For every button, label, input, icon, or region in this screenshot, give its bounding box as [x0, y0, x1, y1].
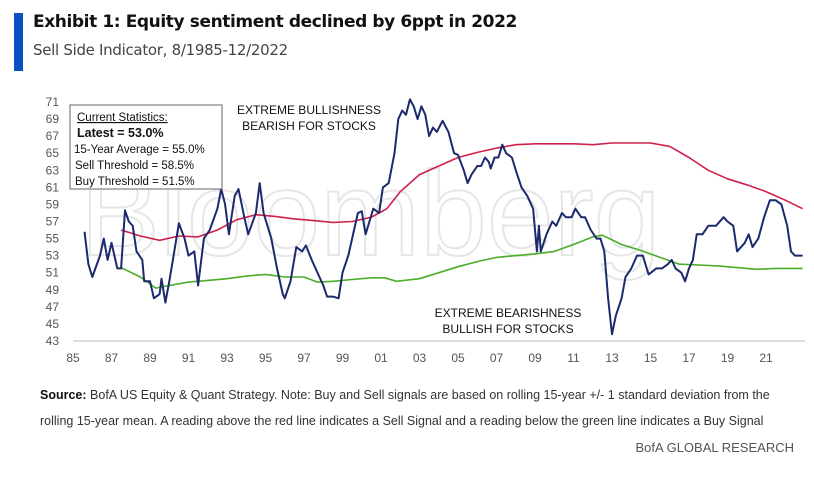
indicator-line	[83, 98, 803, 336]
x-tick-label: 21	[759, 351, 773, 365]
y-tick-label: 71	[46, 95, 60, 109]
y-tick-label: 65	[46, 146, 60, 160]
y-tick-label: 57	[46, 215, 60, 229]
y-tick-label: 49	[46, 283, 60, 297]
x-tick-label: 09	[528, 351, 542, 365]
y-tick-label: 53	[46, 249, 60, 263]
x-tick-label: 03	[413, 351, 427, 365]
x-tick-label: 07	[490, 351, 504, 365]
y-tick-label: 55	[46, 232, 60, 246]
footnote-line-1: Source: BofA US Equity & Quant Strategy.…	[40, 388, 770, 402]
y-tick-label: 69	[46, 112, 60, 126]
stats-average: 15-Year Average = 55.0%	[74, 144, 205, 156]
y-tick-label: 59	[46, 197, 60, 211]
x-tick-label: 97	[297, 351, 311, 365]
y-tick-label: 47	[46, 300, 60, 314]
x-tick-label: 11	[567, 351, 580, 365]
x-tick-label: 95	[259, 351, 273, 365]
x-tick-label: 99	[336, 351, 350, 365]
footnote-line-2: rolling 15-year mean. A reading above th…	[40, 414, 764, 428]
chart-subtitle: Sell Side Indicator, 8/1985-12/2022	[33, 41, 288, 59]
stats-box-border	[69, 104, 223, 190]
y-tick-label: 67	[46, 129, 60, 143]
y-tick-label: 45	[46, 317, 60, 331]
x-tick-label: 17	[682, 351, 696, 365]
y-tick-label: 51	[46, 266, 60, 280]
y-tick-label: 63	[46, 163, 60, 177]
brand-label: BofA GLOBAL RESEARCH	[635, 440, 794, 455]
annotation-bearishness: EXTREME BEARISHNESS	[435, 306, 582, 320]
stats-sell-threshold: Sell Threshold = 58.5%	[75, 160, 194, 172]
x-tick-label: 01	[374, 351, 388, 365]
annotation-bullish-for-stocks: BULLISH FOR STOCKS	[442, 322, 573, 336]
x-tick-label: 05	[451, 351, 465, 365]
x-tick-label: 13	[605, 351, 619, 365]
y-tick-label: 61	[46, 180, 60, 194]
x-tick-label: 89	[143, 351, 157, 365]
x-tick-label: 91	[182, 351, 196, 365]
y-tick-label: 43	[46, 334, 60, 348]
annotation-bullishness: EXTREME BULLISHNESS	[237, 103, 381, 117]
x-tick-label: 87	[105, 351, 119, 365]
stats-buy-threshold: Buy Threshold = 51.5%	[75, 176, 195, 188]
source-text-1: BofA US Equity & Quant Strategy. Note: B…	[90, 388, 770, 402]
x-tick-label: 15	[644, 351, 658, 365]
x-tick-label: 93	[220, 351, 234, 365]
buy-line	[120, 234, 803, 289]
stats-latest: Latest = 53.0%	[77, 126, 164, 140]
accent-bar	[14, 13, 23, 71]
x-tick-label: 85	[66, 351, 80, 365]
stats-heading: Current Statistics:	[77, 112, 168, 124]
stats-box: Current Statistics: Latest = 53.0% 15-Ye…	[69, 104, 223, 190]
x-tick-label: 19	[721, 351, 735, 365]
source-label: Source:	[40, 388, 87, 402]
chart-title: Exhibit 1: Equity sentiment declined by …	[33, 12, 517, 32]
annotation-bearish-for-stocks: BEARISH FOR STOCKS	[242, 119, 376, 133]
